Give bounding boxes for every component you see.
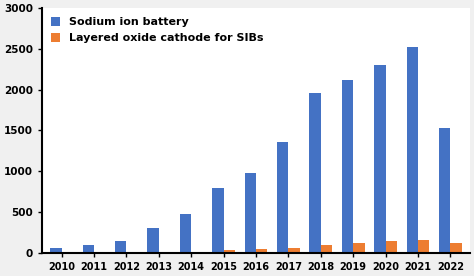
Bar — [82, 245, 94, 253]
Bar — [450, 243, 462, 253]
Bar — [310, 93, 321, 253]
Bar — [342, 80, 353, 253]
Bar — [212, 188, 224, 253]
Legend: Sodium ion battery, Layered oxide cathode for SIBs: Sodium ion battery, Layered oxide cathod… — [48, 14, 267, 47]
Bar — [439, 128, 450, 253]
Bar — [277, 142, 288, 253]
Bar — [224, 250, 235, 253]
Bar — [245, 173, 256, 253]
Bar — [418, 240, 429, 253]
Bar — [115, 241, 127, 253]
Bar — [62, 252, 73, 253]
Bar — [353, 243, 365, 253]
Bar — [374, 65, 386, 253]
Bar — [180, 214, 191, 253]
Bar — [50, 248, 62, 253]
Bar — [386, 241, 397, 253]
Bar — [94, 252, 105, 253]
Bar — [288, 248, 300, 253]
Bar — [127, 252, 138, 253]
Bar — [407, 47, 418, 253]
Bar — [256, 249, 267, 253]
Bar — [147, 228, 159, 253]
Bar — [321, 245, 332, 253]
Bar — [159, 252, 170, 253]
Bar — [191, 252, 202, 253]
